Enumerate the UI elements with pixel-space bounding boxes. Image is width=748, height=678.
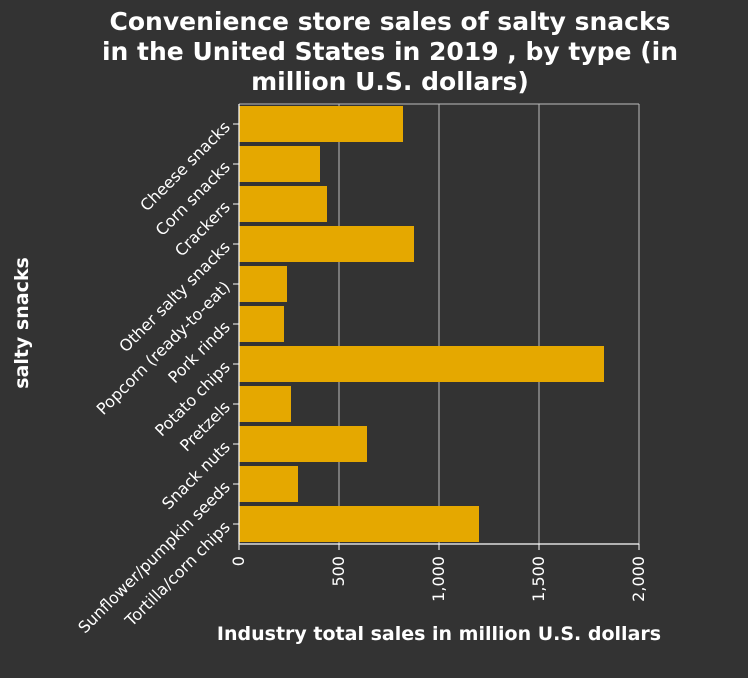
chart-title-line-1: Convenience store sales of salty snacks (110, 7, 671, 36)
x-tick-labels: 0 500 1,000 1,500 2,000 (229, 544, 648, 602)
bar (239, 426, 367, 462)
bar (239, 226, 414, 262)
bar (239, 106, 403, 142)
bar (239, 386, 291, 422)
grid-lines (239, 103, 640, 544)
x-axis-label: Industry total sales in million U.S. dol… (217, 623, 661, 645)
bar (239, 146, 320, 182)
y-tick-label: Sunflower/pumpkin seeds (74, 477, 234, 637)
chart-title-line-3: million U.S. dollars) (251, 67, 529, 96)
bar (239, 506, 479, 542)
bar (239, 466, 298, 502)
bars (239, 106, 604, 542)
x-tick-label: 2,000 (629, 556, 648, 602)
x-tick-label: 500 (329, 556, 348, 587)
chart-title: Convenience store sales of salty snacks … (102, 7, 678, 96)
x-tick-label: 1,500 (529, 556, 548, 602)
bar (239, 266, 287, 302)
x-tick-label: 0 (229, 556, 248, 566)
chart-title-line-2: in the United States in 2019 , by type (… (102, 37, 678, 66)
bar (239, 346, 604, 382)
x-tick-label: 1,000 (429, 556, 448, 602)
y-axis-label: salty snacks (11, 257, 33, 389)
bar (239, 186, 327, 222)
bar (239, 306, 284, 342)
